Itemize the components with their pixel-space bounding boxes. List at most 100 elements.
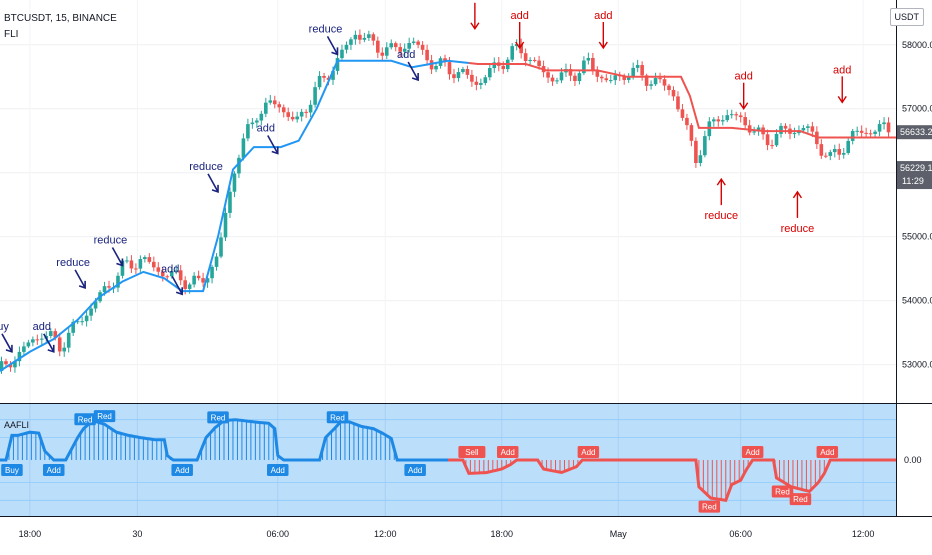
candle-body: [53, 331, 58, 338]
annotation-label: reduce: [189, 161, 223, 173]
candle-body: [604, 78, 609, 81]
candle-body: [376, 40, 380, 53]
candle-body: [322, 75, 326, 78]
signal-marker: Red: [789, 493, 812, 506]
candle-body: [174, 270, 179, 272]
candle-body: [344, 44, 349, 50]
signal-marker-bg: [326, 411, 349, 424]
candle-body: [546, 72, 550, 78]
signal-marker-label: Buy: [5, 466, 19, 475]
annotation-label: add: [735, 71, 753, 83]
candle-body: [411, 41, 416, 43]
annotation-reduce: reduce: [704, 177, 738, 222]
signal-marker-bg: [816, 446, 839, 458]
candle-body: [774, 133, 779, 146]
annotation-add: add: [594, 10, 612, 50]
annotation-arrowhead: [175, 287, 183, 296]
signal-marker-bg: [577, 446, 600, 458]
signal-marker: Red: [771, 485, 794, 498]
candle-body: [125, 260, 129, 262]
candle-body: [631, 67, 635, 78]
candle-body: [770, 145, 774, 147]
candle-body: [210, 266, 214, 279]
candle-body: [743, 117, 747, 126]
annotation-label: add: [161, 263, 179, 275]
annotation-add: add: [33, 321, 55, 353]
line-price-tag: [897, 161, 932, 190]
candle-body: [662, 79, 667, 86]
time-tick-label: 06:00: [729, 529, 752, 539]
candle-body: [841, 152, 846, 155]
symbol-title: BTCUSDT, 15, BINANCE: [4, 13, 117, 24]
candle-body: [277, 104, 282, 108]
signal-marker-bg: [741, 446, 764, 458]
candle-body: [165, 276, 170, 278]
signal-marker: Add: [816, 446, 839, 458]
candle-body: [600, 76, 604, 79]
candle-body: [864, 132, 868, 134]
candle-body: [519, 44, 523, 54]
candle-body: [846, 140, 851, 153]
candle-body: [129, 260, 134, 269]
candle-body: [703, 136, 707, 156]
annotation-arrow: [267, 135, 279, 154]
annotation-label: buy: [0, 321, 9, 333]
candle-body: [434, 65, 438, 70]
candle-body: [178, 270, 183, 281]
annotation-label: add: [594, 10, 612, 22]
candle-body: [389, 43, 394, 48]
candle-body: [676, 96, 680, 110]
candle-body: [232, 173, 237, 192]
annotation-arrowhead: [837, 95, 847, 104]
annotation-arrow: [326, 35, 339, 55]
candle-body: [286, 112, 291, 117]
candle-body: [859, 130, 864, 133]
signal-marker: Add: [43, 464, 65, 476]
candle-body: [407, 42, 411, 49]
axes: 58000.0057000.0056000.0055000.0054000.00…: [0, 0, 932, 539]
candle-body: [84, 315, 89, 322]
candle-body: [483, 77, 488, 84]
signal-marker-label: Add: [501, 448, 515, 457]
candle-body: [479, 83, 483, 85]
candle-body: [371, 34, 376, 41]
annotation-arrowhead: [271, 146, 279, 155]
annotation-reduce: reduce: [781, 190, 814, 235]
signal-marker-bg: [267, 464, 289, 476]
signal-marker-label: Red: [78, 415, 93, 424]
annotation-label: add: [397, 49, 415, 61]
candle-body: [4, 361, 8, 365]
candle-body: [367, 34, 371, 38]
annotation-add: add: [833, 64, 851, 104]
candle-body: [850, 130, 855, 141]
candle-body: [259, 113, 264, 121]
candle-body: [474, 81, 479, 85]
signal-marker: Add: [496, 446, 519, 458]
signal-marker-label: Red: [702, 503, 717, 512]
candle-body: [685, 117, 689, 126]
currency-button[interactable]: USDT: [889, 8, 924, 26]
annotation-arrow: [207, 173, 219, 193]
candle-body: [169, 271, 174, 277]
candle-body: [89, 308, 93, 316]
main-indicator-label: FLI: [4, 29, 19, 40]
annotation-arrowhead: [78, 280, 86, 289]
annotation-label: reduce: [704, 210, 738, 222]
candle-body: [555, 80, 559, 82]
signal-marker-label: Red: [775, 488, 790, 497]
candle-body: [402, 48, 407, 52]
candle-body: [868, 133, 873, 135]
signal-marker-label: Red: [97, 412, 112, 421]
annotation-arrowhead: [515, 41, 525, 50]
candle-body: [340, 49, 344, 59]
candle-body: [514, 44, 519, 47]
annotation-arrowhead: [716, 177, 726, 186]
line-price-label: 56229.10: [900, 163, 932, 173]
signal-marker-bg: [771, 485, 794, 498]
fli-line-long: [0, 59, 470, 372]
signal-marker-label: Red: [211, 413, 226, 422]
annotation-add: add: [397, 49, 419, 82]
